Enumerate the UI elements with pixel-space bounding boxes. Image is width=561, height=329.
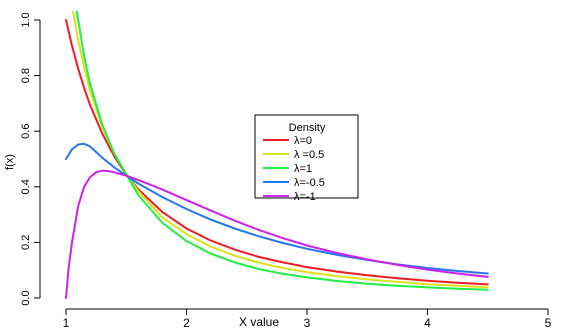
x-tick-label: 5 <box>545 316 552 329</box>
x-axis-label: X value <box>239 315 279 329</box>
series-line-1 <box>65 19 489 286</box>
legend-label-4: λ=-0.5 <box>294 177 325 189</box>
series-layer <box>65 10 489 299</box>
y-tick-label: 0.2 <box>20 235 32 250</box>
legend-label-5: λ=-1 <box>294 191 316 203</box>
y-axis-label: f(x) <box>4 154 16 170</box>
y-tick-label: 1.0 <box>20 12 32 27</box>
x-tick-label: 1 <box>63 316 70 329</box>
y-tick-label: 0.6 <box>20 124 32 139</box>
legend-label-2: λ =0.5 <box>294 149 324 161</box>
legend-label-3: λ=1 <box>294 163 312 175</box>
legend-title: Density <box>289 122 326 134</box>
x-tick-label: 3 <box>304 316 311 329</box>
y-tick-label: 0.4 <box>20 179 32 194</box>
legend-box <box>254 114 359 199</box>
series-line-2 <box>72 10 489 289</box>
legend-items: λ=0 λ =0.5 λ=1 λ=-0.5 λ=-1 <box>263 135 325 203</box>
legend-label-1: λ=0 <box>294 135 312 147</box>
x-tick-label: 2 <box>183 316 190 329</box>
y-tick-label: 0.0 <box>20 290 32 305</box>
x-axis: 1 2 3 4 5 <box>63 308 552 329</box>
legend: Density λ=0 λ =0.5 λ=1 λ=-0.5 λ=-1 <box>254 114 359 203</box>
x-tick-label: 4 <box>424 316 431 329</box>
y-axis: 0.0 0.2 0.4 0.6 0.8 1.0 <box>20 12 41 306</box>
y-tick-label: 0.8 <box>20 68 32 83</box>
series-line-5 <box>65 169 489 299</box>
series-line-3 <box>75 10 489 291</box>
